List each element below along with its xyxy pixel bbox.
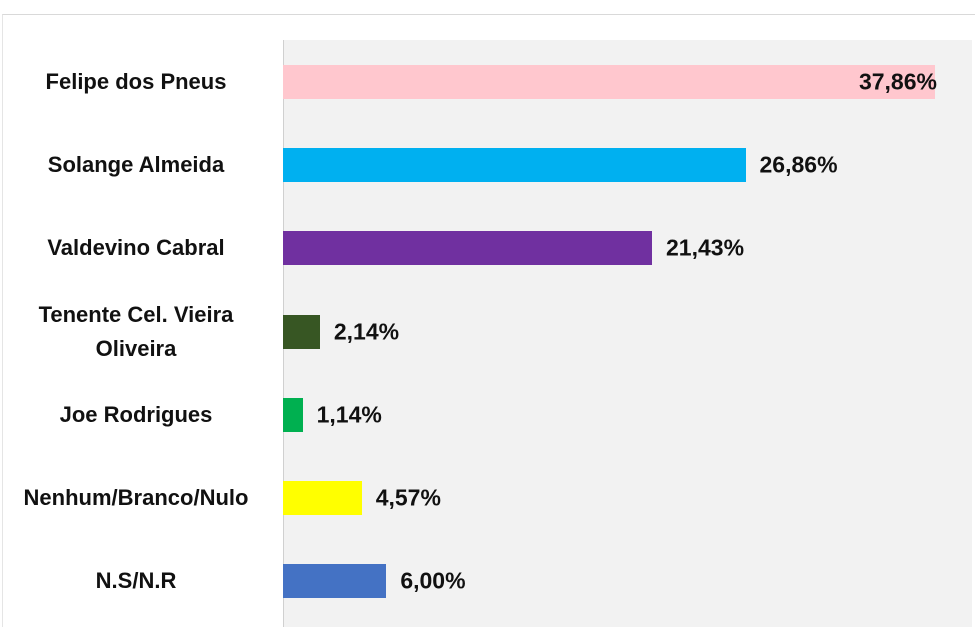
category-label: Tenente Cel. Vieira Oliveira	[38, 301, 234, 361]
value-label: 26,86%	[759, 151, 838, 178]
value-label: 21,43%	[666, 234, 745, 261]
bar	[283, 314, 320, 349]
category-label: Solange Almeida	[47, 152, 225, 178]
value-label: 4,57%	[375, 484, 441, 511]
bar	[283, 397, 303, 432]
category-label: Felipe dos Pneus	[45, 69, 227, 94]
value-label: 2,14%	[333, 318, 400, 345]
value-label: 37,86%	[858, 68, 937, 95]
bar	[283, 65, 935, 99]
value-label: 1,14%	[316, 401, 382, 428]
category-label: Joe Rodrigues	[59, 401, 213, 427]
category-label: Valdevino Cabral	[47, 235, 225, 261]
category-label: Nenhum/Branco/Nulo	[23, 485, 249, 510]
bar	[283, 564, 387, 599]
bar	[283, 231, 653, 266]
bar	[283, 148, 746, 183]
frame	[2, 14, 975, 627]
category-label: N.S/N.R	[95, 568, 177, 594]
bar	[283, 481, 362, 515]
plot-area	[283, 40, 972, 627]
value-label: 6,00%	[400, 567, 466, 594]
